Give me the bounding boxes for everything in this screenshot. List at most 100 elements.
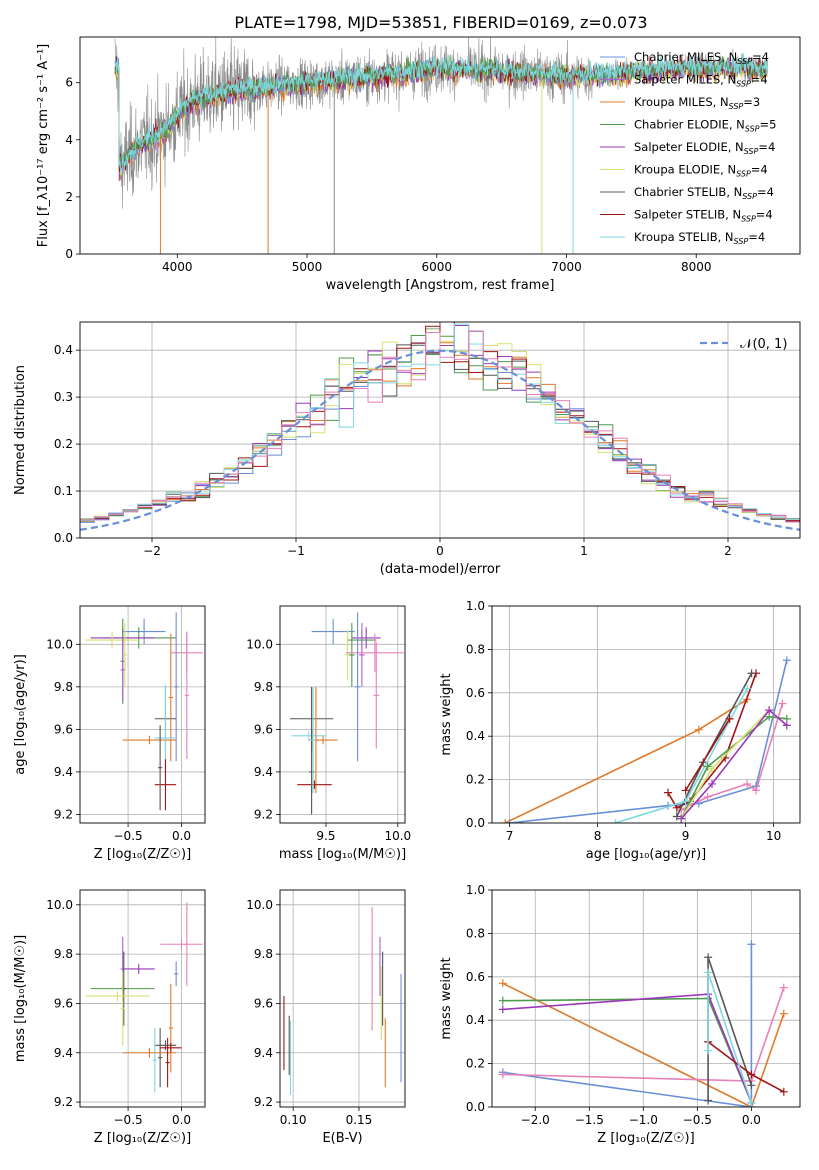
axes-frame xyxy=(79,889,206,1108)
y-tick-label: 4 xyxy=(65,133,73,147)
weight-point xyxy=(782,721,791,730)
weight-point xyxy=(505,819,514,823)
legend-subscript: SSP xyxy=(736,170,751,179)
y-tick-label: 1.0 xyxy=(466,599,485,613)
legend-value: =4 xyxy=(757,185,774,199)
legend-value: =4 xyxy=(748,230,765,244)
y-tick-label: 10.0 xyxy=(46,898,73,912)
error-cross xyxy=(348,623,355,687)
weight-point xyxy=(703,792,712,801)
x-axis-label: Z [log₁₀(Z/Z☉)] xyxy=(94,1131,191,1146)
error-cross xyxy=(157,725,163,811)
weight-point xyxy=(677,814,686,823)
error-cross xyxy=(122,623,128,687)
axes-frame xyxy=(79,605,206,824)
axes-spectrum: 4000 5000 6000 7000 8000 0 2 4 6 wavelength [Angs… xyxy=(36,36,801,293)
plot-area xyxy=(280,606,405,823)
error-cross xyxy=(174,612,179,762)
weight-point xyxy=(747,1070,756,1079)
axes-frame xyxy=(491,605,801,824)
axes-frame xyxy=(491,889,801,1108)
error-cross xyxy=(168,633,173,762)
y-tick-label: 0.8 xyxy=(466,926,485,940)
weight-point xyxy=(498,996,507,1005)
axes-residuals: −2 −1 0 1 2 0.0 0.1 0.2 0.3 0.4 (data-model)/error… xyxy=(13,321,801,577)
weight-point xyxy=(752,786,760,795)
axes-frame xyxy=(279,605,406,824)
plot-area xyxy=(80,606,205,823)
legend-subscript: SSP xyxy=(741,215,756,224)
normal-curve xyxy=(80,349,800,531)
y-tick-label: 0.0 xyxy=(466,1100,485,1114)
legend-subscript: SSP xyxy=(736,80,751,89)
plot-area xyxy=(492,890,800,1107)
axes-age_vs_mass: 9.5 10.0 9.2 9.4 9.6 9.8 10.0 mass [log₁₀(M/M☉)… xyxy=(246,605,411,862)
weight-point xyxy=(672,803,681,812)
y-tick-label: 9.8 xyxy=(254,680,273,694)
model-spectrum-line xyxy=(114,52,768,172)
y-tick-label: 0.4 xyxy=(54,343,73,357)
y-tick-label: 0.2 xyxy=(466,1057,485,1071)
error-cross xyxy=(165,1037,170,1088)
x-tick-label: 8 xyxy=(594,829,602,843)
x-tick-label: 0.10 xyxy=(280,1113,307,1127)
axes-frame xyxy=(79,321,801,539)
weight-point xyxy=(501,819,510,823)
x-tick-label: 0.0 xyxy=(742,1113,761,1127)
weight-point xyxy=(498,1005,507,1014)
legend-subscript: SSP xyxy=(742,192,757,201)
legend-value: =4 xyxy=(751,73,768,87)
weight-point xyxy=(704,1096,713,1105)
y-tick-label: 0.0 xyxy=(54,531,73,545)
weight-line xyxy=(614,688,748,823)
weight-point xyxy=(779,1087,788,1096)
x-tick-label: 4000 xyxy=(162,260,193,274)
axes-frame xyxy=(79,36,801,255)
error-cross xyxy=(154,1040,177,1051)
y-tick-label: 0.4 xyxy=(466,1013,485,1027)
legend: 𝒩(0, 1) xyxy=(700,337,787,352)
x-tick-label: −2.0 xyxy=(521,1113,550,1127)
x-tick-label: 0.15 xyxy=(346,1113,373,1127)
weight-line xyxy=(684,718,731,791)
y-tick-label: 2 xyxy=(65,190,73,204)
x-tick-label: 6000 xyxy=(421,260,452,274)
figure-title: PLATE=1798, MJD=53851, FIBERID=0169, z=0… xyxy=(234,13,647,32)
x-tick-label: 1 xyxy=(580,544,588,558)
weight-point xyxy=(704,968,713,977)
y-tick-label: 10.0 xyxy=(246,898,273,912)
error-cross xyxy=(184,902,189,987)
x-tick-label: −0.5 xyxy=(683,1113,712,1127)
axes-weight_vs_age: 7 8 9 10 0.0 0.2 0.4 0.6 0.8 1.0 age [log₁₀(age/yr… xyxy=(439,599,801,862)
y-axis-label: mass [log₁₀(M/M☉)] xyxy=(13,935,28,1062)
y-axis-label: Normed distribution xyxy=(13,365,28,495)
error-cross xyxy=(85,991,150,1001)
weight-point xyxy=(743,684,752,693)
legend-label: Chabrier MILES, NSSP=4 xyxy=(634,50,769,66)
x-axis-label: Z [log₁₀(Z/Z☉)] xyxy=(597,1131,694,1146)
weight-point xyxy=(681,786,690,795)
x-tick-label: −1.0 xyxy=(629,1113,658,1127)
y-tick-label: 6 xyxy=(65,76,73,90)
y-tick-label: 0 xyxy=(65,247,73,261)
weight-series xyxy=(704,953,756,1105)
residual-histogram xyxy=(80,323,800,522)
error-cross xyxy=(354,612,361,762)
error-cross xyxy=(297,780,332,789)
y-tick-label: 9.4 xyxy=(54,765,73,779)
y-tick-label: 9.2 xyxy=(254,1095,273,1109)
weight-line xyxy=(680,709,788,820)
weight-point xyxy=(704,1046,713,1055)
weight-point xyxy=(743,779,752,788)
weight-point xyxy=(708,764,716,773)
weight-series xyxy=(611,684,752,823)
x-axis-label: Z [log₁₀(Z/Z☉)] xyxy=(94,847,191,862)
y-tick-label: 0.1 xyxy=(54,484,73,498)
axes-weight_vs_Z: −2.0 −1.5 −1.0 −0.5 0.0 0.0 0.2 0.4 0.6 0.8 1.0 Z [… xyxy=(439,883,801,1146)
error-cross xyxy=(120,971,125,1046)
weight-series xyxy=(704,968,756,1107)
legend-value: =4 xyxy=(756,208,773,222)
legend-label: Chabrier STELIB, NSSP=4 xyxy=(634,185,774,201)
x-tick-label: 7000 xyxy=(551,260,582,274)
